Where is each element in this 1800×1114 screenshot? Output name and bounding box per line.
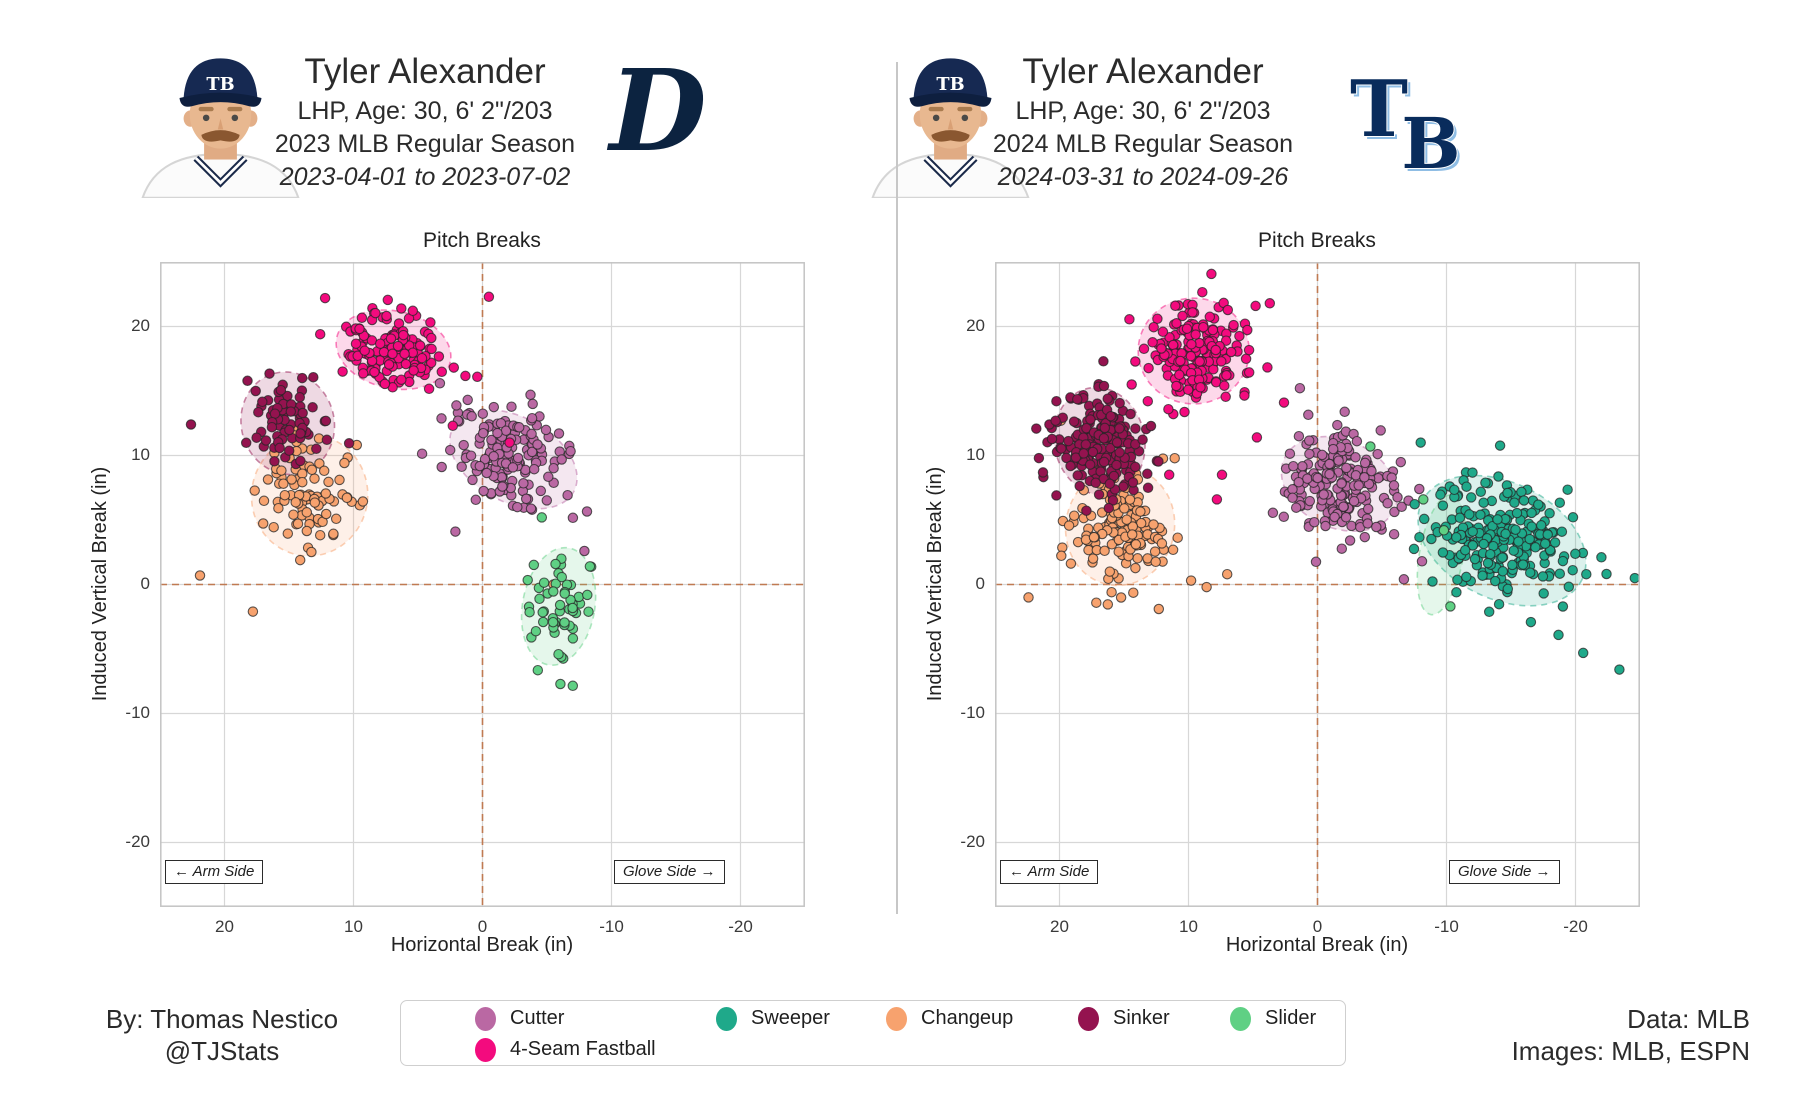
cluster-cutter [1267, 382, 1472, 585]
x-tick-label: 0 [1312, 917, 1323, 936]
image-source-label: Images: MLB, ESPN [1511, 1036, 1750, 1066]
legend-item-4-seam-fastball: 4-Seam Fastball [475, 1037, 716, 1062]
x-tick-label: 10 [1179, 917, 1198, 936]
y-tick-label: 20 [966, 315, 985, 335]
cluster-cutter [416, 378, 593, 557]
legend-swatch-icon [475, 1006, 496, 1031]
chart-title: Pitch Breaks [1258, 229, 1376, 252]
legend-item-sweeper: Sweeper [716, 1006, 886, 1031]
legend-swatch-icon [1230, 1006, 1251, 1031]
plot-frame [995, 262, 1640, 907]
y-tick-label: -20 [125, 831, 150, 851]
x-tick-label: 20 [1050, 917, 1069, 936]
player-headshot: TB [118, 50, 323, 199]
x-tick-label: -20 [728, 917, 753, 936]
svg-text:B: B [1401, 102, 1460, 180]
player-bio: LHP, Age: 30, 6' 2"/203 [1015, 97, 1271, 125]
cluster-sinker [185, 368, 355, 470]
y-tick-label: -10 [960, 702, 985, 722]
tigers-logo: D [602, 46, 714, 177]
cluster-4-seam-fastball [1124, 268, 1290, 505]
y-tick-label: 20 [131, 315, 150, 335]
scatter-plot-2023 [160, 262, 805, 907]
cluster-slider [1365, 441, 1456, 612]
y-tick-label: 10 [966, 444, 985, 464]
y-tick-label: -20 [960, 831, 985, 851]
y-tick-label: 0 [975, 573, 985, 593]
page-title: Tyler Alexander [1022, 52, 1264, 91]
page-title: Tyler Alexander [304, 52, 546, 91]
svg-text:B: B [1404, 105, 1463, 180]
credit-handle: @TJStats [164, 1036, 280, 1066]
credit-author: By: Thomas Nestico [105, 1004, 339, 1034]
legend-swatch-icon [716, 1006, 737, 1031]
arm-side-label: ← Arm Side [165, 860, 264, 884]
scatter-plot-2024 [995, 262, 1640, 907]
rays-logo-graphic: T B T B [1349, 63, 1464, 188]
x-tick-label: 0 [477, 917, 488, 936]
player-headshot-graphic: TB [871, 58, 1030, 199]
legend-swatch-icon [475, 1037, 496, 1062]
x-tick-label: 10 [344, 917, 363, 936]
svg-text:T: T [1353, 72, 1411, 158]
svg-text:D: D [606, 50, 706, 174]
season-label: 2023 MLB Regular Season [274, 130, 576, 158]
legend-label: Sweeper [751, 1007, 830, 1029]
legend-label: Cutter [510, 1007, 565, 1029]
glove-side-label: Glove Side → [1449, 860, 1560, 884]
cluster-slider [522, 512, 597, 692]
legend-label: Sinker [1113, 1007, 1170, 1029]
x-tick-label: 20 [215, 917, 234, 936]
data-source-label: Data: MLB [1627, 1004, 1750, 1034]
plot-frame [160, 262, 805, 907]
y-tick-label: 0 [140, 573, 150, 593]
tigers-logo-graphic: D [606, 46, 706, 177]
rays-logo: T B T B [1345, 63, 1475, 188]
legend-item-slider: Slider [1230, 1006, 1335, 1031]
pitch-type-legend: Cutter Sweeper Changeup Sinker Slider 4-Seam … [400, 1000, 1346, 1066]
legend-label: Changeup [921, 1007, 1014, 1029]
cluster-4-seam-fastball [314, 291, 515, 448]
panel-divider [896, 62, 898, 914]
chart-title: Pitch Breaks [423, 229, 541, 252]
svg-text:TB: TB [206, 74, 234, 95]
cluster-sweeper [1408, 437, 1640, 675]
x-tick-label: -10 [1434, 917, 1459, 936]
legend-item-sinker: Sinker [1078, 1006, 1230, 1031]
player-headshot: TB [848, 50, 1053, 199]
legend-item-changeup: Changeup [886, 1006, 1078, 1031]
x-axis-label: Horizontal Break (in) [390, 934, 574, 956]
svg-text:TB: TB [936, 74, 964, 95]
season-label: 2024 MLB Regular Season [992, 130, 1294, 158]
svg-text:T: T [1350, 72, 1408, 155]
player-bio: LHP, Age: 30, 6' 2"/203 [297, 97, 553, 125]
legend-label: Slider [1265, 1007, 1317, 1029]
legend-swatch-icon [1078, 1006, 1099, 1031]
player-headshot-graphic: TB [141, 58, 300, 199]
legend-swatch-icon [886, 1006, 907, 1031]
date-range-label: 2023-04-01 to 2023-07-02 [279, 163, 571, 191]
cluster-sinker [1031, 356, 1164, 516]
x-tick-label: -20 [1563, 917, 1588, 936]
legend-item-cutter: Cutter [475, 1006, 716, 1031]
date-range-label: 2024-03-31 to 2024-09-26 [997, 163, 1289, 191]
x-axis-label: Horizontal Break (in) [1225, 934, 1409, 956]
y-tick-label: 10 [131, 444, 150, 464]
x-tick-label: -10 [599, 917, 624, 936]
arm-side-label: ← Arm Side [1000, 860, 1099, 884]
glove-side-label: Glove Side → [614, 860, 725, 884]
legend-label: 4-Seam Fastball [510, 1038, 656, 1060]
y-tick-label: -10 [125, 702, 150, 722]
